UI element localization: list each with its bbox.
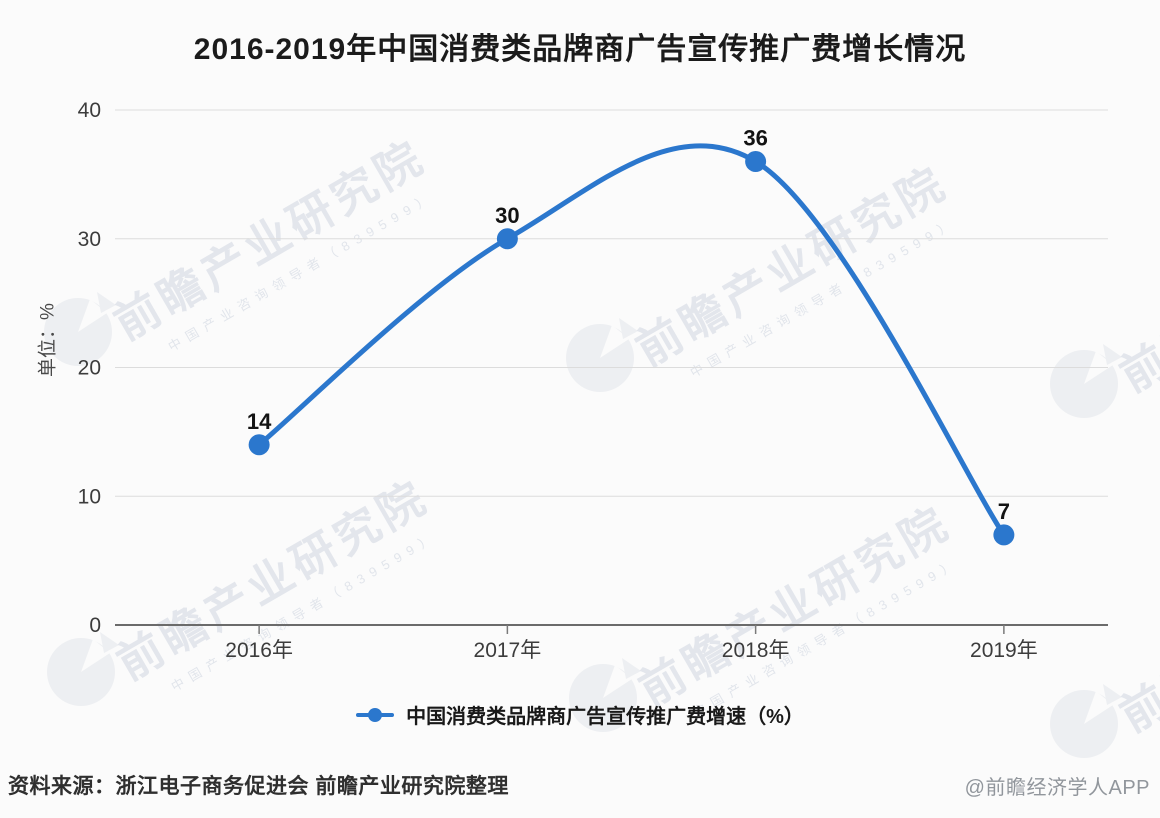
data-point: [745, 151, 767, 172]
chart-title: 2016-2019年中国消费类品牌商广告宣传推广费增长情况: [193, 33, 967, 66]
data-label: 7: [998, 499, 1010, 524]
y-tick-label: 30: [78, 228, 101, 251]
data-label: 36: [743, 126, 767, 151]
legend-label: 中国消费类品牌商广告宣传推广费增速（%）: [406, 706, 804, 728]
x-tick-label: 2016年: [225, 639, 293, 662]
x-tick-label: 2019年: [970, 639, 1038, 662]
source-text: 资料来源：浙江电子商务促进会 前瞻产业研究院整理: [8, 775, 509, 798]
footer: 资料来源：浙江电子商务促进会 前瞻产业研究院整理 @前瞻经济学人APP: [0, 770, 1160, 818]
data-label: 14: [247, 409, 272, 434]
legend: 中国消费类品牌商广告宣传推广费增速（%）: [0, 700, 1160, 729]
y-tick-label: 20: [78, 357, 101, 380]
series-line: [256, 143, 1007, 538]
data-label: 30: [495, 203, 519, 228]
data-point: [993, 524, 1015, 546]
y-tick-label: 40: [78, 99, 101, 122]
x-tick-label: 2018年: [722, 639, 790, 662]
data-point: [496, 228, 518, 250]
legend-line-marker-icon: [356, 707, 395, 722]
y-axis-unit-label: 单位：%: [37, 303, 59, 377]
y-tick-label: 10: [78, 485, 101, 508]
data-point: [248, 434, 270, 456]
y-tick-label: 0: [89, 614, 101, 637]
credit-text: @前瞻经济学人APP: [964, 777, 1150, 799]
line-chart: 0 10 20 30 40 2016年 2017年 2018年 2019年 14 30 36 7: [78, 99, 1108, 662]
x-tick-label: 2017年: [474, 639, 542, 662]
